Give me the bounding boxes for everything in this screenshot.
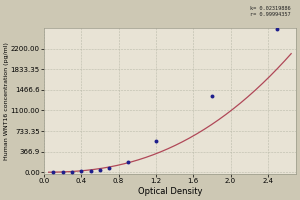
Point xyxy=(154,140,158,143)
Point xyxy=(51,170,56,174)
Point xyxy=(125,161,130,164)
Text: k= 0.02319886
r= 0.99994357: k= 0.02319886 r= 0.99994357 xyxy=(250,6,291,17)
Point xyxy=(275,27,280,31)
Point xyxy=(60,170,65,174)
Y-axis label: Human WNT16 concentration (pg/ml): Human WNT16 concentration (pg/ml) xyxy=(4,42,9,160)
X-axis label: Optical Density: Optical Density xyxy=(138,187,202,196)
Point xyxy=(107,167,112,170)
Point xyxy=(79,170,84,173)
Point xyxy=(70,170,74,173)
Point xyxy=(88,169,93,173)
Point xyxy=(98,168,102,172)
Point xyxy=(209,95,214,98)
